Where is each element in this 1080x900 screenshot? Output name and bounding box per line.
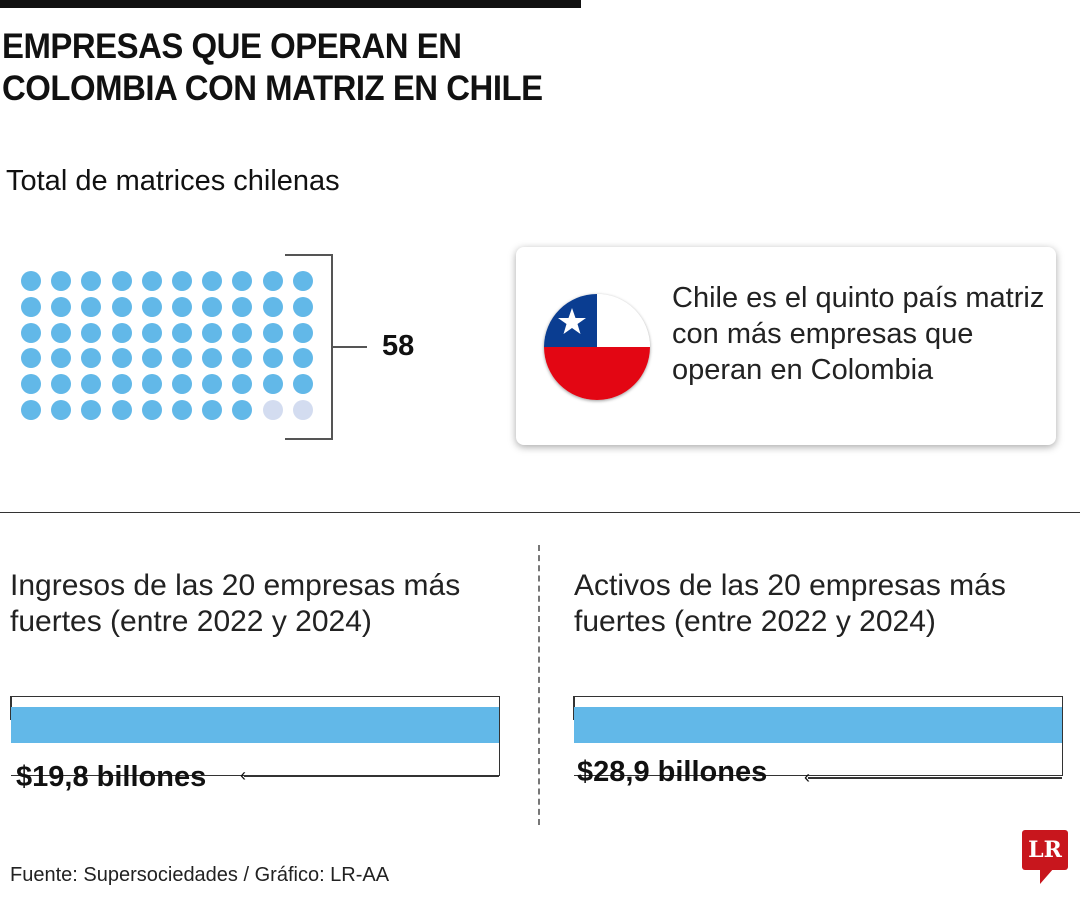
dot-filled [202,271,223,291]
dot-filled [51,271,72,291]
dot-filled [292,271,313,291]
panel-separator [538,545,540,825]
dot-filled [262,374,283,395]
arrow-left-icon: ‹ [240,765,246,785]
dot-filled [81,296,102,317]
dot-filled [141,374,162,395]
dot-filled [21,322,41,343]
card-text: Chile es el quinto país matriz con más e… [672,282,1045,386]
bracket-connector [333,346,367,348]
dot-filled [232,296,253,317]
dot-filled [51,296,72,317]
dot-filled [172,296,192,317]
dots-subtitle: Total de matrices chilenas [6,165,340,197]
dot-filled [81,374,102,395]
dot-filled [202,322,223,343]
section-divider [0,512,1080,513]
arrow-left-icon: ‹ [804,767,810,787]
source-note: Fuente: Supersociedades / Gráfico: LR-AA [10,864,390,886]
dot-filled [202,400,223,420]
dot-filled [141,348,162,369]
dot-filled [111,271,132,291]
dot-filled [51,400,72,420]
dot-empty [262,400,283,420]
dot-filled [141,322,162,343]
dot-filled [21,400,41,420]
dot-filled [111,322,132,343]
dot-grid [0,250,340,450]
dot-filled [172,322,192,343]
dot-filled [111,348,132,369]
logo-tail [1040,868,1054,884]
dot-filled [202,374,223,395]
frame-tick [10,696,12,720]
revenue-bar [11,707,499,743]
count-label: 58 [382,330,415,362]
dot-filled [51,348,72,369]
dot-filled [81,322,102,343]
dot-filled [262,322,283,343]
dot-filled [202,348,223,369]
frame-tick [573,696,575,720]
dot-filled [51,374,72,395]
dot-filled [21,271,41,291]
dot-filled [292,374,313,395]
revenue-arrow [244,775,499,777]
bracket [285,254,333,440]
dot-filled [111,400,132,420]
title-line-1: EMPRESAS QUE OPERAN EN [2,27,462,66]
dot-filled [262,348,283,369]
dot-filled [21,374,41,395]
dot-filled [172,374,192,395]
dot-filled [172,348,192,369]
dot-filled [21,348,41,369]
dot-filled [81,400,102,420]
page-title: EMPRESAS QUE OPERAN EN COLOMBIA CON MATR… [2,26,543,110]
chile-flag-icon [544,294,650,400]
revenue-title: Ingresos de las 20 empresas más fuertes … [10,569,461,638]
dot-filled [262,271,283,291]
top-rule [0,0,581,8]
dot-filled [292,296,313,317]
dot-filled [21,296,41,317]
dot-filled [111,296,132,317]
dot-filled [172,271,192,291]
dot-filled [111,374,132,395]
dot-filled [232,271,253,291]
lr-logo: LR [1022,830,1068,870]
dot-filled [141,400,162,420]
assets-arrow [808,777,1062,779]
dot-filled [81,348,102,369]
dot-filled [232,400,253,420]
dot-filled [81,271,102,291]
dot-filled [202,296,223,317]
dot-filled [172,400,192,420]
assets-title: Activos de las 20 empresas más fuertes (… [574,569,1006,638]
dot-filled [141,271,162,291]
dot-empty [292,400,313,420]
revenue-value: $19,8 billones [16,761,207,793]
dot-filled [232,348,253,369]
dot-filled [262,296,283,317]
dot-filled [232,322,253,343]
assets-frame [574,696,1063,776]
assets-bar [574,707,1062,743]
dot-filled [141,296,162,317]
dot-filled [292,348,313,369]
dot-filled [292,322,313,343]
title-line-2: COLOMBIA CON MATRIZ EN CHILE [2,69,543,108]
dot-filled [51,322,72,343]
dot-filled [232,374,253,395]
assets-value: $28,9 billones [577,756,768,788]
